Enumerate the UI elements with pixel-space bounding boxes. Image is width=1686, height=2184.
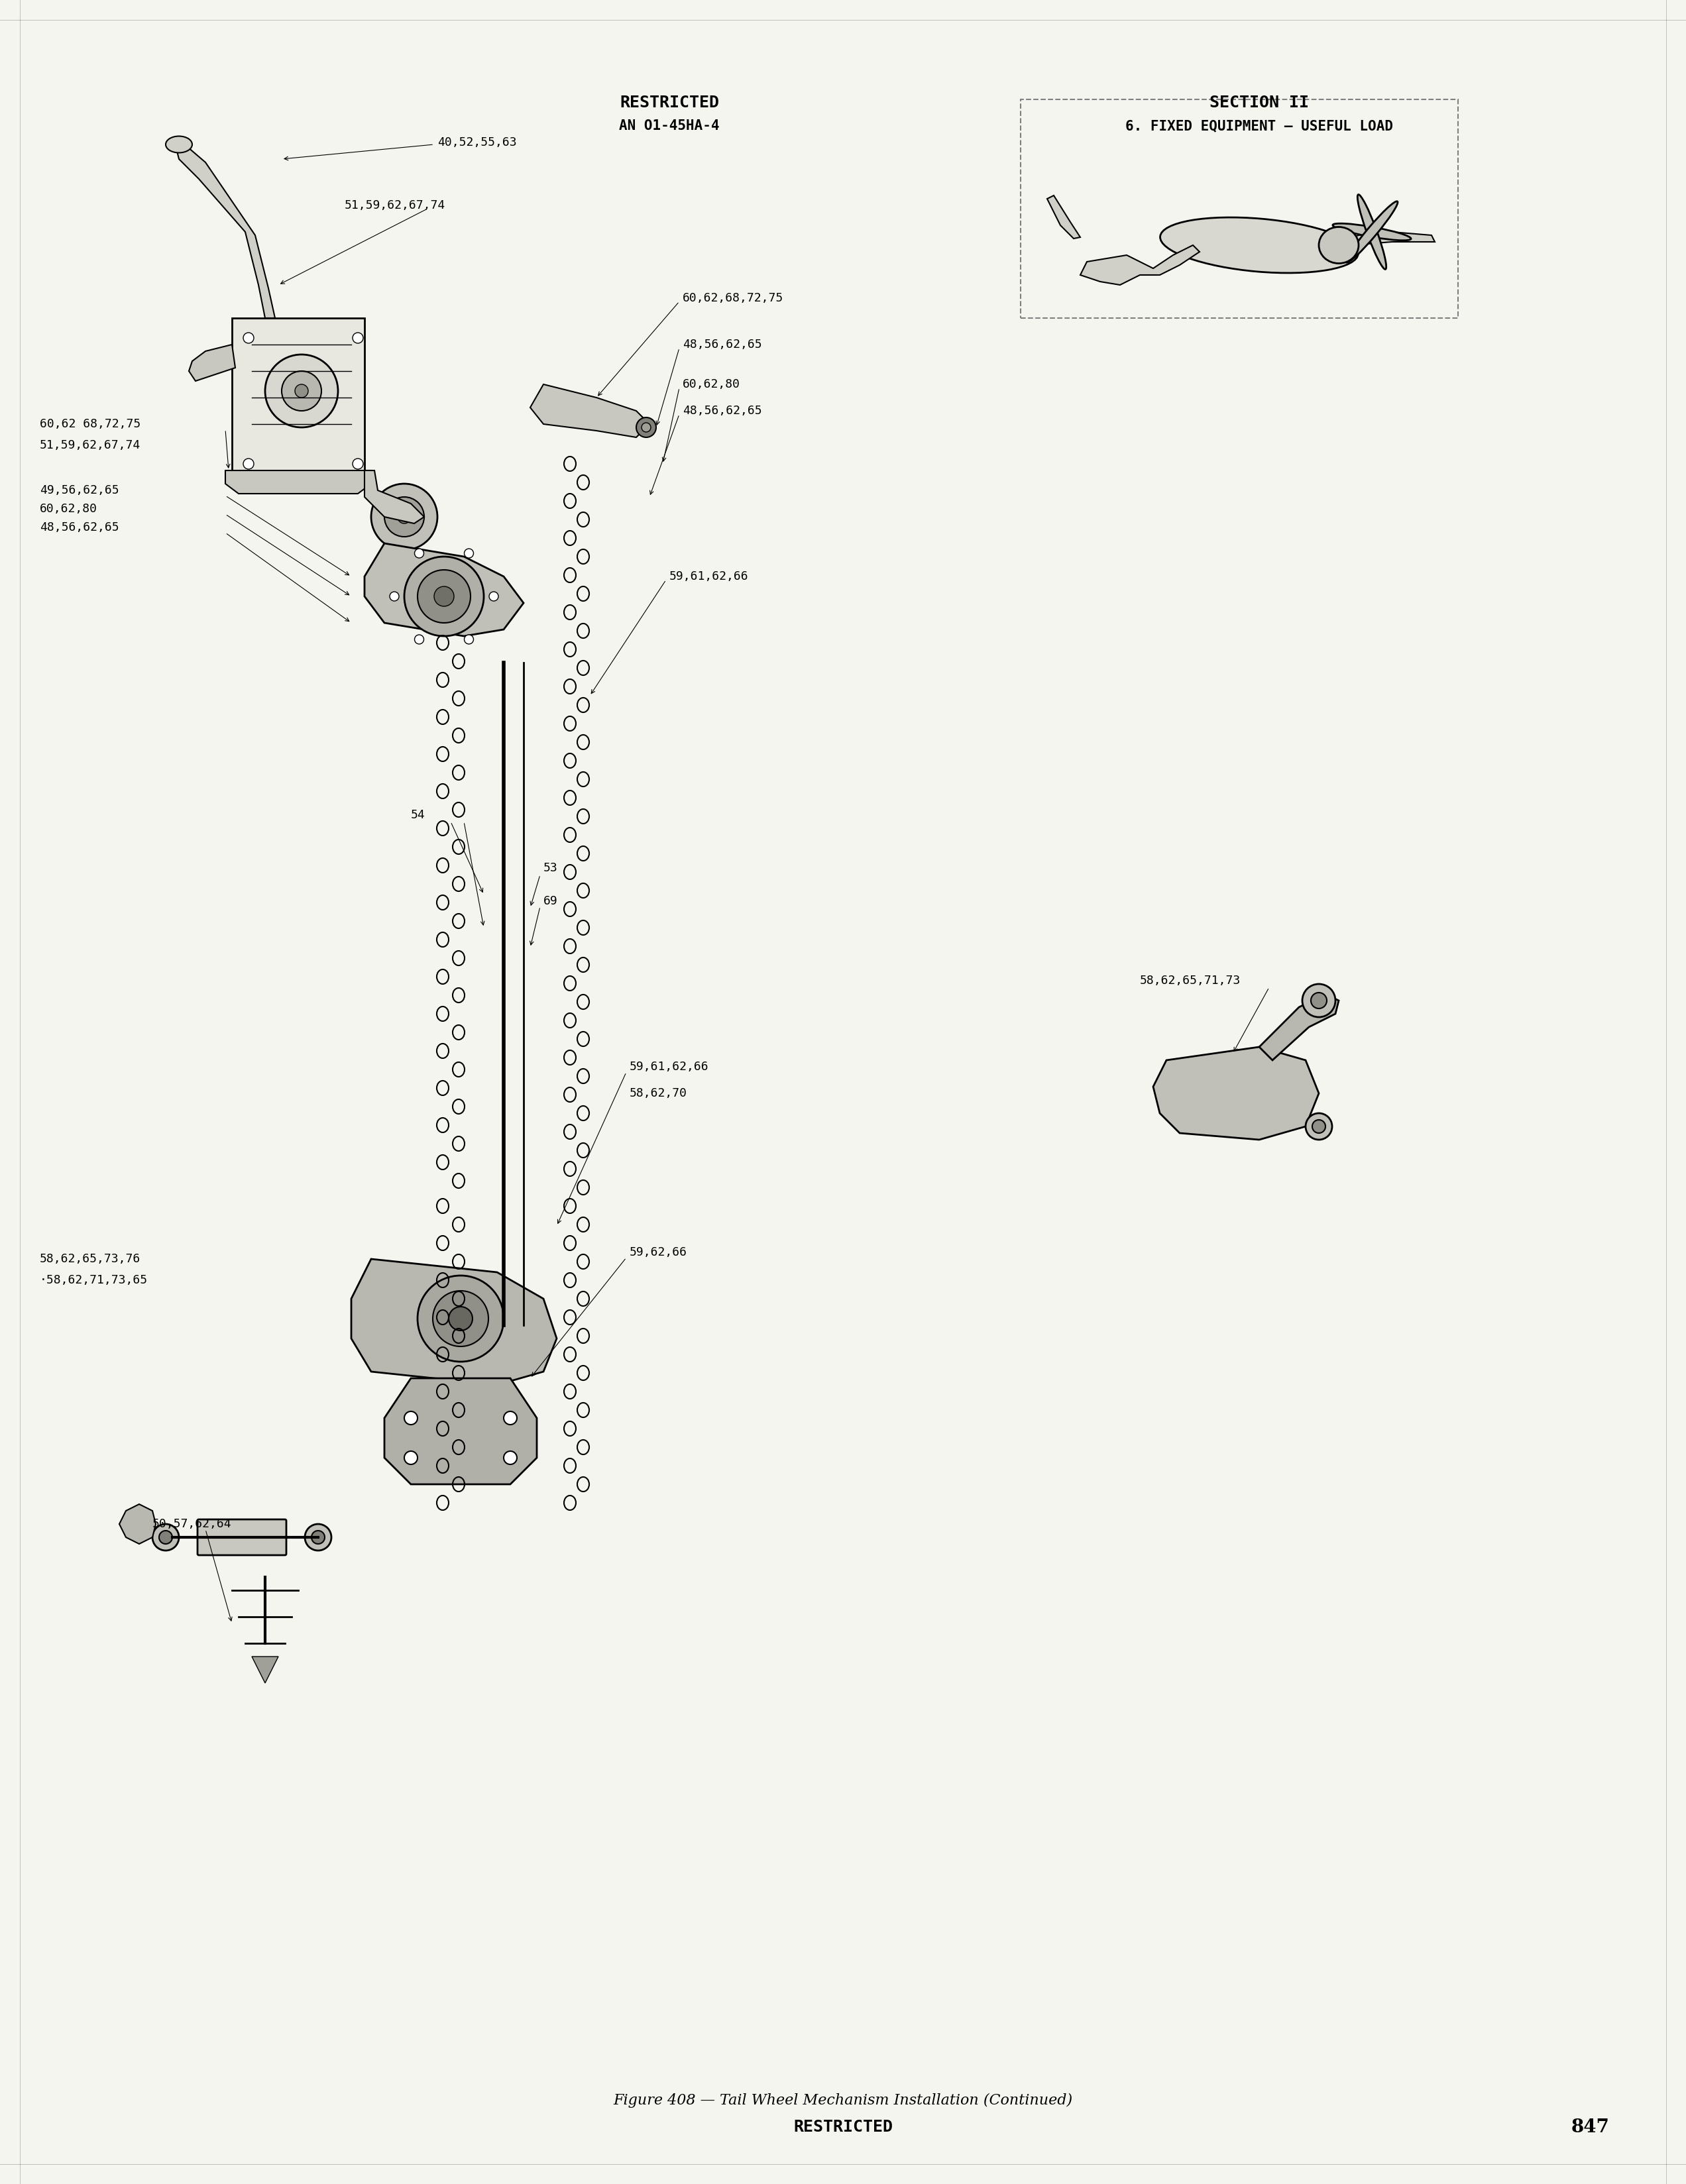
Circle shape [504,1450,518,1465]
Circle shape [152,1524,179,1551]
Ellipse shape [1160,218,1359,273]
Circle shape [282,371,322,411]
Text: 58,62,70: 58,62,70 [629,1088,688,1099]
Text: RESTRICTED: RESTRICTED [794,2118,892,2136]
Text: 48,56,62,65: 48,56,62,65 [40,522,120,533]
Text: AN O1-45HA-4: AN O1-45HA-4 [619,120,720,133]
Circle shape [1312,1120,1325,1133]
Circle shape [415,636,423,644]
Circle shape [352,332,362,343]
Polygon shape [175,142,275,319]
Polygon shape [1325,232,1435,258]
Circle shape [398,511,411,524]
Circle shape [405,1411,418,1424]
Circle shape [265,354,337,428]
Text: 40,52,55,63: 40,52,55,63 [437,138,516,149]
Ellipse shape [1318,227,1359,264]
Circle shape [295,384,309,397]
Circle shape [243,459,255,470]
Bar [1020,100,1458,319]
Circle shape [448,1306,472,1330]
Circle shape [1302,985,1335,1018]
Text: 6. FIXED EQUIPMENT — USEFUL LOAD: 6. FIXED EQUIPMENT — USEFUL LOAD [1125,120,1393,133]
Ellipse shape [165,135,192,153]
Text: 60,62,68,72,75: 60,62,68,72,75 [683,293,784,304]
Text: 49,56,62,65: 49,56,62,65 [40,485,120,496]
Polygon shape [1259,994,1339,1059]
Text: 69: 69 [543,895,558,906]
Text: 51,59,62,67,74: 51,59,62,67,74 [40,439,140,452]
Circle shape [504,1411,518,1424]
Polygon shape [1153,1046,1318,1140]
Circle shape [371,483,437,550]
Circle shape [405,1450,418,1465]
Ellipse shape [1357,194,1386,269]
Text: 59,61,62,66: 59,61,62,66 [669,570,749,583]
Circle shape [464,636,474,644]
Polygon shape [1047,197,1081,238]
Circle shape [305,1524,332,1551]
Circle shape [464,548,474,557]
Circle shape [1305,1114,1332,1140]
Circle shape [389,592,400,601]
Polygon shape [251,1655,278,1684]
Polygon shape [1081,245,1199,284]
Circle shape [418,570,470,622]
Text: 58,62,65,73,76: 58,62,65,73,76 [40,1254,140,1265]
Circle shape [642,424,651,432]
Circle shape [384,498,425,537]
Text: 48,56,62,65: 48,56,62,65 [683,404,762,417]
Text: 60,62,80: 60,62,80 [40,502,98,515]
Circle shape [1312,992,1327,1009]
Text: SECTION II: SECTION II [1209,94,1308,111]
Text: ·58,62,71,73,65: ·58,62,71,73,65 [40,1273,148,1286]
Polygon shape [364,544,524,636]
Circle shape [636,417,656,437]
Text: 60,62,80: 60,62,80 [683,378,740,391]
FancyBboxPatch shape [197,1520,287,1555]
Circle shape [418,1275,504,1361]
Ellipse shape [1345,201,1398,262]
Circle shape [433,1291,489,1348]
Text: 847: 847 [1571,2118,1610,2136]
Circle shape [312,1531,325,1544]
Polygon shape [364,470,425,524]
Ellipse shape [1332,223,1411,240]
Circle shape [405,557,484,636]
Polygon shape [226,470,371,494]
Polygon shape [529,384,649,437]
Text: 51,59,62,67,74: 51,59,62,67,74 [344,199,445,212]
Circle shape [489,592,499,601]
Text: 50,57,62,64: 50,57,62,64 [152,1518,231,1531]
Circle shape [415,548,423,557]
Text: 59,62,66: 59,62,66 [629,1247,688,1258]
Text: 59,61,62,66: 59,61,62,66 [629,1061,708,1072]
Text: Figure 408 — Tail Wheel Mechanism Installation (Continued): Figure 408 — Tail Wheel Mechanism Instal… [614,2092,1072,2108]
Text: 58,62,65,71,73: 58,62,65,71,73 [1140,974,1241,987]
Circle shape [243,332,255,343]
Text: 48,56,62,65: 48,56,62,65 [683,339,762,349]
Circle shape [352,459,362,470]
Polygon shape [189,345,236,380]
Text: 54: 54 [411,808,425,821]
Text: RESTRICTED: RESTRICTED [620,94,718,111]
Polygon shape [351,1258,556,1385]
Text: 60,62 68,72,75: 60,62 68,72,75 [40,417,140,430]
Polygon shape [384,1378,536,1485]
Text: 53: 53 [543,863,558,874]
Circle shape [158,1531,172,1544]
Circle shape [433,587,454,607]
Polygon shape [120,1505,155,1544]
Bar [233,319,364,470]
